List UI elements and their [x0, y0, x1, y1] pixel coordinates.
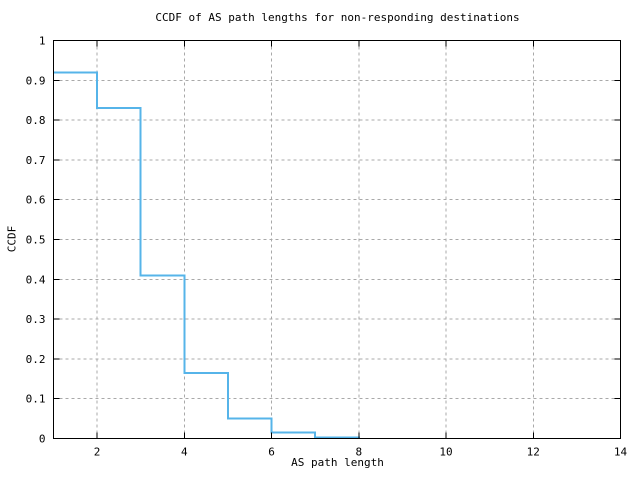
y-tick-label: 0.5: [26, 234, 46, 247]
y-tick-label: 0.9: [26, 74, 46, 87]
y-tick-label: 0.4: [26, 273, 46, 286]
x-tick-label: 6: [268, 446, 275, 459]
y-tick-label: 0.1: [26, 393, 46, 406]
y-tick-label: 0.6: [26, 194, 46, 207]
x-tick-label: 2: [94, 446, 101, 459]
x-tick-label: 4: [181, 446, 188, 459]
chart-title: CCDF of AS path lengths for non-respondi…: [155, 11, 520, 24]
x-axis-label: AS path length: [291, 456, 384, 469]
y-tick-label: 1: [39, 35, 46, 48]
y-tick-label: 0.8: [26, 114, 46, 127]
y-tick-label: 0.7: [26, 154, 46, 167]
x-tick-label: 8: [355, 446, 362, 459]
y-tick-label: 0.2: [26, 353, 46, 366]
y-tick-label: 0.3: [26, 313, 46, 326]
y-tick-label: 0: [39, 433, 46, 446]
x-tick-label: 12: [527, 446, 540, 459]
x-tick-label: 10: [439, 446, 452, 459]
ccdf-step-line: [53, 71, 360, 439]
x-tick-label: 14: [614, 446, 628, 459]
